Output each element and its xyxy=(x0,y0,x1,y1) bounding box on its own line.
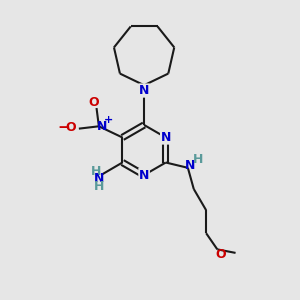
Text: −: − xyxy=(57,120,70,135)
Text: H: H xyxy=(193,153,203,166)
Text: N: N xyxy=(139,84,149,97)
Text: +: + xyxy=(104,115,113,125)
Text: N: N xyxy=(139,169,149,182)
Text: N: N xyxy=(94,172,105,185)
Text: O: O xyxy=(65,121,76,134)
Text: O: O xyxy=(215,248,226,261)
Text: H: H xyxy=(91,165,101,178)
Text: N: N xyxy=(160,131,171,144)
Text: N: N xyxy=(184,159,195,172)
Text: H: H xyxy=(94,180,105,193)
Text: N: N xyxy=(97,120,108,133)
Text: O: O xyxy=(89,96,100,109)
